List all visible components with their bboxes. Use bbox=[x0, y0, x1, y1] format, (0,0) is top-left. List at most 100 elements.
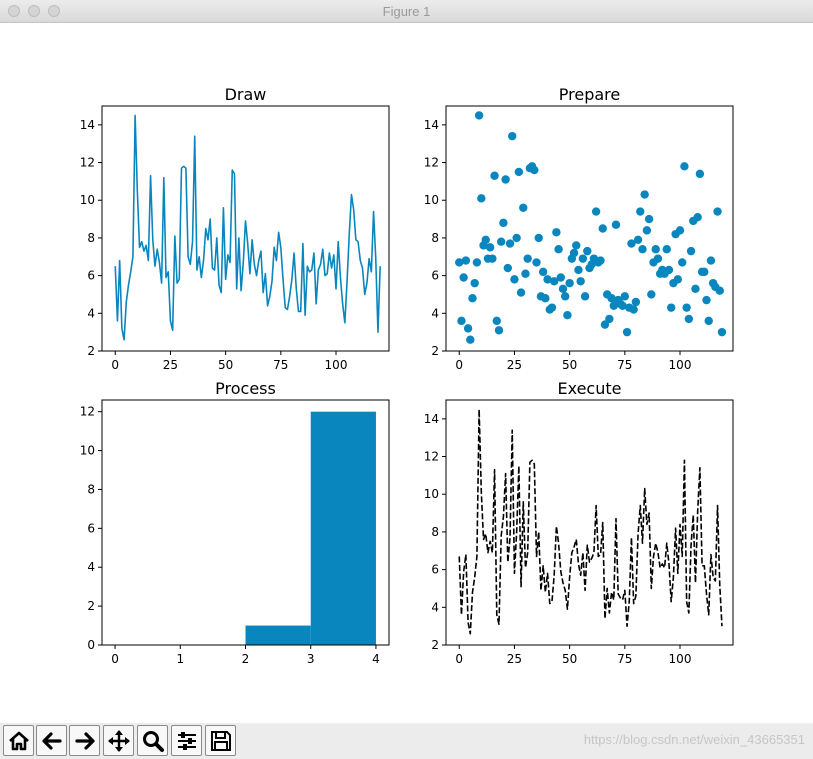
y-tick-label: 2 bbox=[431, 344, 439, 358]
scatter-point bbox=[640, 190, 649, 199]
close-window-button[interactable] bbox=[8, 5, 20, 17]
window-titlebar: Figure 1 bbox=[0, 0, 813, 23]
window-title: Figure 1 bbox=[382, 4, 431, 19]
y-tick-label: 6 bbox=[431, 269, 439, 283]
y-tick-label: 6 bbox=[431, 563, 439, 577]
scatter-point bbox=[463, 324, 473, 333]
scatter-point bbox=[631, 297, 641, 307]
scatter-point bbox=[706, 256, 716, 265]
scatter-point bbox=[538, 267, 548, 277]
scatter-point bbox=[574, 265, 583, 275]
scatter-point bbox=[508, 131, 517, 141]
scatter-point bbox=[558, 284, 568, 294]
scatter-point bbox=[622, 327, 632, 337]
scatter-point bbox=[693, 212, 702, 222]
y-tick-label: 10 bbox=[424, 487, 439, 501]
scatter-point bbox=[561, 292, 570, 301]
scatter-point bbox=[501, 175, 510, 184]
pan-icon bbox=[108, 730, 130, 752]
y-tick-label: 12 bbox=[424, 450, 439, 464]
scatter-point bbox=[519, 203, 528, 212]
scatter-point bbox=[609, 301, 618, 310]
home-button[interactable] bbox=[3, 725, 34, 756]
scatter-point bbox=[644, 214, 654, 224]
y-tick-label: 4 bbox=[431, 600, 439, 614]
forward-button[interactable] bbox=[69, 725, 100, 756]
x-tick-label: 100 bbox=[669, 652, 692, 666]
scatter-point bbox=[521, 269, 530, 278]
scatter-point bbox=[514, 167, 524, 177]
scatter-point bbox=[629, 305, 638, 314]
scatter-point bbox=[680, 162, 689, 171]
y-tick-label: 8 bbox=[87, 231, 95, 245]
scatter-point bbox=[673, 275, 683, 284]
chart-title: Process bbox=[215, 379, 276, 398]
y-tick-label: 10 bbox=[80, 193, 95, 207]
scatter-point bbox=[512, 233, 521, 243]
pan-button[interactable] bbox=[103, 725, 134, 756]
x-tick-label: 0 bbox=[111, 358, 119, 372]
x-tick-label: 25 bbox=[507, 358, 522, 372]
scatter-point bbox=[470, 278, 479, 288]
scatter-point bbox=[605, 314, 614, 324]
histogram-bar bbox=[310, 411, 376, 645]
scatter-point bbox=[675, 226, 685, 235]
scatter-point bbox=[600, 320, 610, 329]
y-tick-label: 14 bbox=[424, 412, 439, 426]
scatter-point bbox=[547, 303, 557, 312]
zoom-button[interactable] bbox=[137, 725, 168, 756]
scatter-point bbox=[713, 207, 722, 216]
scatter-point bbox=[636, 207, 645, 216]
scatter-point bbox=[591, 207, 601, 216]
configure-subplots-button[interactable] bbox=[171, 725, 202, 756]
scatter-point bbox=[700, 267, 709, 277]
scatter-point bbox=[695, 169, 705, 179]
axes-frame bbox=[445, 399, 734, 646]
x-tick-label: 25 bbox=[507, 652, 522, 666]
subplot-draw: Draw 0 25 50 75 100 2 4 6 8 10 12 14 bbox=[80, 85, 390, 372]
scatter-point bbox=[455, 258, 464, 267]
scatter-point bbox=[580, 292, 590, 301]
y-tick-label: 12 bbox=[80, 156, 95, 170]
scatter-point bbox=[691, 284, 700, 294]
y-tick-label: 2 bbox=[87, 599, 95, 613]
y-tick-label: 12 bbox=[80, 405, 95, 419]
minimize-window-button[interactable] bbox=[28, 5, 40, 17]
y-tick-label: 14 bbox=[80, 118, 95, 132]
scatter-point bbox=[702, 295, 711, 305]
scatter-point bbox=[552, 228, 561, 237]
scatter-point bbox=[499, 218, 508, 228]
scatter-point bbox=[477, 194, 486, 203]
scatter-point bbox=[717, 327, 727, 337]
scatter-point bbox=[532, 258, 541, 267]
scatter-point bbox=[534, 233, 543, 243]
scatter-point bbox=[466, 335, 475, 344]
y-tick-label: 0 bbox=[87, 638, 95, 652]
scatter-point bbox=[554, 245, 563, 254]
scatter-point bbox=[651, 245, 660, 254]
x-tick-label: 75 bbox=[273, 358, 288, 372]
y-tick-label: 4 bbox=[87, 560, 95, 574]
zoom-window-button[interactable] bbox=[48, 5, 60, 17]
x-tick-label: 2 bbox=[242, 652, 250, 666]
chart-title: Execute bbox=[558, 379, 622, 398]
scatter-point bbox=[492, 316, 501, 326]
zoom-icon bbox=[143, 731, 164, 752]
back-button[interactable] bbox=[36, 725, 67, 756]
histogram-bar bbox=[245, 625, 311, 645]
scatter-point bbox=[620, 292, 630, 301]
y-tick-label: 2 bbox=[431, 638, 439, 652]
scatter-point bbox=[578, 254, 588, 263]
scatter-point bbox=[633, 235, 643, 245]
scatter-point bbox=[496, 237, 506, 246]
subplot-prepare: Prepare 0 25 50 75 100 2 4 6 8 10 12 14 bbox=[424, 85, 734, 372]
save-button[interactable] bbox=[205, 725, 236, 756]
x-tick-label: 50 bbox=[562, 652, 577, 666]
scatter-point bbox=[704, 316, 713, 326]
scatter-point bbox=[583, 246, 592, 256]
x-tick-label: 75 bbox=[617, 358, 632, 372]
back-icon bbox=[42, 732, 62, 750]
y-tick-label: 8 bbox=[87, 482, 95, 496]
